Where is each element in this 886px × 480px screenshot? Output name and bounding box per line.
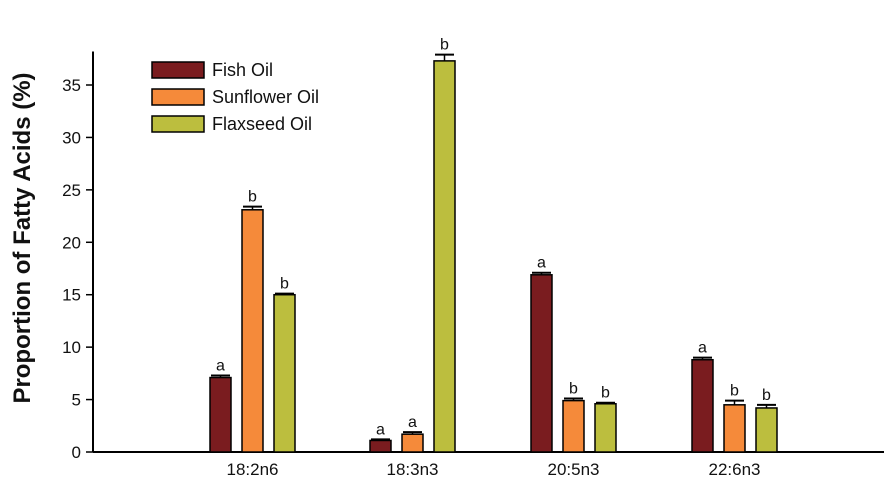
bar [369,439,392,453]
bars: a a a a b a b b b b b b [209,37,778,453]
legend-label: Sunflower Oil [212,87,319,107]
legend: Fish Oil Sunflower Oil Flaxseed Oil [151,60,319,134]
bar [562,399,585,453]
bar [241,209,264,453]
significance-label: b [762,387,771,404]
legend-label: Fish Oil [212,60,273,80]
y-tick-label: 0 [72,443,81,462]
bar [755,407,778,453]
significance-label: b [280,276,289,293]
bar [530,274,553,453]
legend-swatch [151,88,205,106]
legend-swatch [151,61,205,79]
significance-label: b [440,37,449,54]
significance-label: a [698,340,707,357]
y-axis-label: Proportion of Fatty Acids (%) [9,72,36,403]
bar [691,358,714,453]
legend-label: Flaxseed Oil [212,114,312,134]
bar [401,433,424,453]
bar [594,403,617,453]
y-tick-label: 30 [62,128,81,147]
significance-label: a [376,421,385,438]
bar [273,293,296,453]
significance-label: a [537,255,546,272]
x-category-label: 20:5n3 [548,460,600,479]
significance-label: a [408,414,417,431]
y-tick-label: 25 [62,181,81,200]
bar [209,376,232,453]
x-category-label: 22:6n3 [709,460,761,479]
y-tick-label: 10 [62,338,81,357]
legend-swatch [151,115,205,133]
y-tick-label: 15 [62,286,81,305]
y-tick-label: 35 [62,76,81,95]
x-category-label: 18:2n6 [227,460,279,479]
significance-label: b [601,385,610,402]
bar [433,60,456,453]
x-category-label: 18:3n3 [387,460,439,479]
significance-label: b [730,383,739,400]
y-tick-label: 20 [62,233,81,252]
significance-label: a [216,357,225,374]
significance-label: b [248,189,257,206]
bar [723,404,746,453]
significance-label: b [569,381,578,398]
y-tick-label: 5 [72,391,81,410]
